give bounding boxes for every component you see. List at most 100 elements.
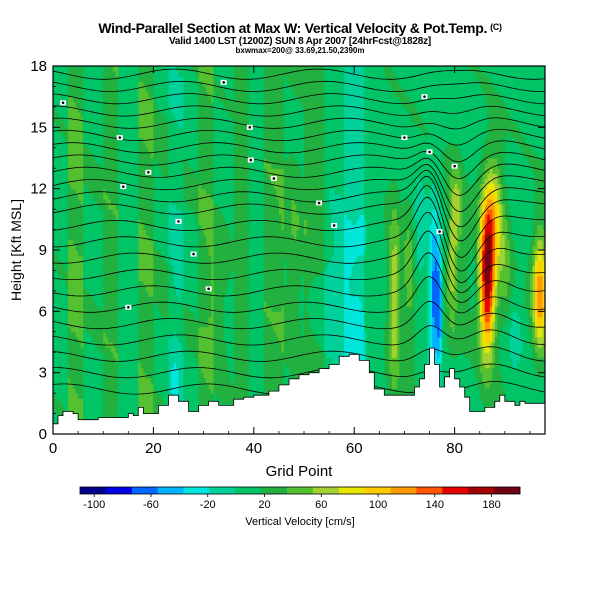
velocity-cell	[68, 168, 72, 174]
velocity-cell	[100, 336, 104, 343]
velocity-cell	[55, 204, 59, 210]
velocity-cell	[53, 224, 57, 231]
velocity-cell	[103, 81, 107, 88]
velocity-cell	[90, 244, 94, 251]
velocity-cell	[163, 66, 167, 72]
velocity-cell	[173, 321, 177, 328]
velocity-cell	[60, 214, 64, 220]
velocity-cell	[211, 326, 215, 333]
velocity-cell	[138, 101, 142, 108]
velocity-cell	[120, 331, 124, 338]
velocity-cell	[168, 270, 172, 277]
velocity-cell	[223, 280, 227, 287]
velocity-cell	[158, 270, 162, 277]
velocity-cell	[140, 347, 144, 353]
velocity-cell	[181, 214, 185, 220]
velocity-cell	[100, 219, 104, 226]
velocity-cell	[208, 183, 212, 190]
velocity-cell	[58, 178, 62, 185]
velocity-cell	[123, 336, 127, 343]
velocity-cell	[83, 86, 87, 93]
velocity-cell	[160, 336, 165, 343]
velocity-cell	[88, 193, 92, 200]
velocity-cell	[216, 112, 220, 118]
velocity-cell	[168, 362, 172, 369]
velocity-cell	[103, 86, 107, 93]
velocity-cell	[221, 168, 225, 174]
velocity-cell	[196, 388, 200, 394]
velocity-cell	[133, 372, 137, 379]
velocity-cell	[155, 357, 160, 364]
velocity-cell	[103, 301, 107, 307]
velocity-cell	[211, 188, 215, 195]
velocity-cell	[110, 112, 114, 118]
velocity-cell	[68, 219, 72, 226]
velocity-cell	[223, 362, 227, 369]
velocity-cell	[78, 265, 82, 272]
velocity-cell	[155, 239, 160, 246]
velocity-cell	[226, 331, 230, 338]
velocity-cell	[145, 173, 149, 180]
velocity-cell	[206, 311, 210, 318]
velocity-cell	[123, 204, 127, 210]
velocity-cell	[80, 367, 84, 374]
velocity-cell	[145, 398, 149, 404]
velocity-cell	[70, 250, 74, 256]
velocity-cell	[95, 331, 99, 338]
velocity-cell	[55, 117, 59, 123]
velocity-cell	[55, 306, 59, 312]
velocity-cell	[115, 147, 119, 154]
velocity-cell	[191, 362, 195, 369]
velocity-cell	[148, 152, 152, 159]
velocity-cell	[133, 290, 137, 297]
velocity-cell	[203, 290, 207, 297]
velocity-cell	[203, 336, 207, 343]
velocity-cell	[178, 275, 182, 282]
velocity-cell	[88, 270, 92, 277]
velocity-cell	[130, 91, 134, 98]
velocity-cell	[221, 209, 225, 215]
velocity-cell	[105, 106, 109, 113]
velocity-cell	[211, 112, 215, 118]
velocity-cell	[133, 91, 137, 98]
velocity-cell	[160, 398, 165, 404]
velocity-cell	[158, 132, 162, 139]
velocity-cell	[198, 388, 202, 394]
velocity-cell	[115, 137, 119, 144]
velocity-cell	[191, 311, 195, 318]
velocity-cell	[93, 260, 97, 266]
velocity-cell	[115, 122, 119, 128]
velocity-cell	[186, 142, 190, 149]
velocity-cell	[183, 117, 187, 123]
velocity-cell	[193, 214, 197, 220]
velocity-cell	[223, 224, 227, 231]
velocity-cell	[183, 214, 187, 220]
velocity-cell	[160, 147, 165, 154]
velocity-cell	[95, 122, 99, 128]
velocity-cell	[78, 106, 82, 113]
velocity-cell	[65, 255, 69, 261]
velocity-cell	[155, 326, 160, 333]
velocity-cell	[198, 234, 202, 241]
velocity-cell	[55, 86, 59, 93]
velocity-cell	[221, 234, 225, 241]
velocity-cell	[188, 336, 192, 343]
velocity-cell	[221, 280, 225, 287]
velocity-cell	[140, 214, 144, 220]
velocity-cell	[53, 229, 57, 236]
velocity-cell	[85, 112, 89, 118]
velocity-cell	[103, 382, 107, 389]
velocity-cell	[186, 336, 190, 343]
velocity-cell	[211, 311, 215, 318]
velocity-cell	[68, 117, 72, 123]
velocity-cell	[181, 188, 185, 195]
velocity-cell	[53, 127, 57, 134]
velocity-cell	[105, 152, 109, 159]
velocity-cell	[88, 81, 92, 88]
velocity-cell	[75, 275, 79, 282]
velocity-cell	[216, 173, 220, 180]
velocity-cell	[158, 147, 162, 154]
velocity-cell	[78, 336, 82, 343]
velocity-cell	[68, 204, 72, 210]
velocity-cell	[218, 398, 222, 404]
